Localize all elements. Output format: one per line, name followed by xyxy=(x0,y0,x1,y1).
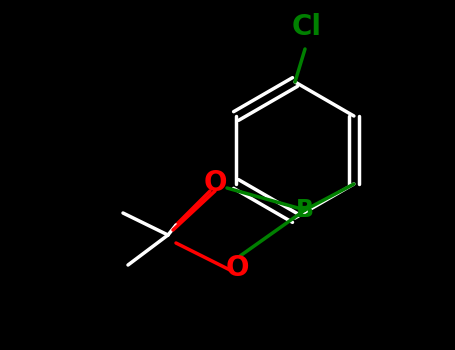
Text: Cl: Cl xyxy=(292,13,322,41)
Text: O: O xyxy=(225,254,249,282)
Text: B: B xyxy=(296,198,314,222)
Text: O: O xyxy=(203,169,227,197)
